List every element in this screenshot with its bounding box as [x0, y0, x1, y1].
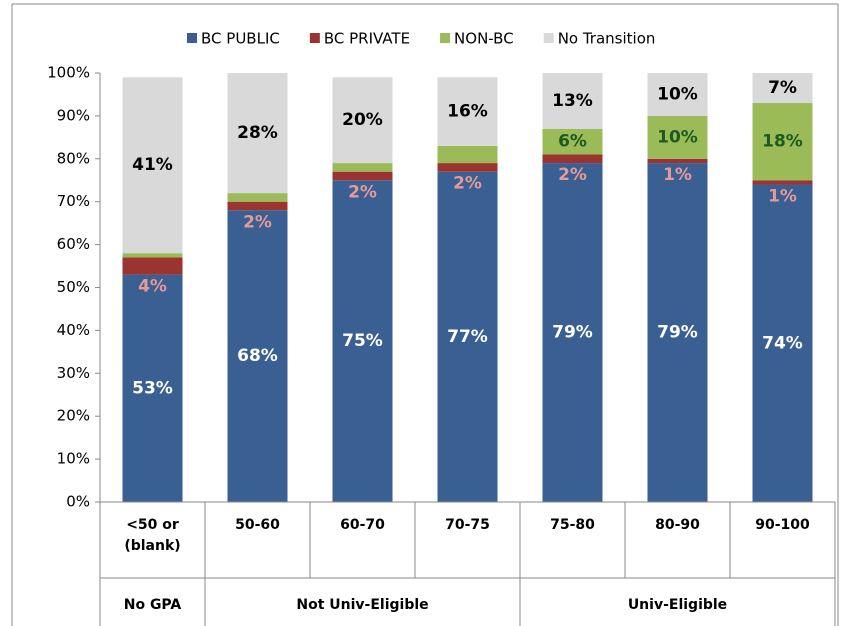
bar-segment: [122, 253, 183, 258]
value-label: 20%: [342, 110, 383, 130]
legend-swatch: [440, 33, 451, 43]
bar-segment: [227, 201, 288, 211]
bar-segment: [542, 73, 603, 129]
value-label: 4%: [138, 277, 167, 297]
bar-segment: [752, 180, 813, 185]
value-label: 28%: [237, 123, 278, 143]
chart-frame: [11, 3, 839, 626]
bar-segment: [227, 210, 288, 502]
value-label: 13%: [552, 91, 593, 111]
group-label: Not Univ-Eligible: [296, 597, 428, 613]
y-tick-label: 80%: [57, 149, 90, 167]
value-label: 2%: [453, 174, 482, 194]
y-tick-label: 70%: [57, 192, 90, 210]
bar-segment: [752, 73, 813, 104]
value-label: 6%: [558, 132, 587, 152]
bar-segment: [542, 154, 603, 164]
bar-segment: [542, 163, 603, 502]
legend-swatch: [543, 33, 554, 43]
y-tick-label: 90%: [57, 106, 90, 124]
bar-segment: [332, 180, 393, 502]
x-tick-label: 90-100: [755, 517, 810, 533]
value-label: 74%: [762, 333, 803, 353]
bar-segment: [437, 171, 498, 503]
value-label: 68%: [237, 346, 278, 366]
y-tick-label: 30%: [57, 364, 90, 382]
bar-segment: [437, 77, 498, 146]
value-label: 41%: [132, 155, 173, 175]
group-label: No GPA: [124, 597, 182, 613]
bar-segment: [332, 163, 393, 172]
value-label: 2%: [243, 212, 272, 232]
x-tick-label: 80-90: [655, 517, 700, 533]
bar-segment: [752, 184, 813, 503]
legend-label: NON-BC: [454, 30, 514, 48]
value-label: 10%: [657, 127, 698, 147]
bar-segment: [122, 274, 183, 502]
legend-label: BC PUBLIC: [201, 30, 280, 48]
bar-segment: [332, 77, 393, 164]
y-tick-label: 10%: [57, 450, 90, 468]
bar-segment: [332, 171, 393, 181]
legend-label: No Transition: [558, 30, 656, 48]
x-tick-label: 60-70: [340, 517, 385, 533]
x-tick-label: 50-60: [235, 517, 280, 533]
value-label: 77%: [447, 327, 488, 347]
bar-segment: [227, 73, 288, 194]
y-tick-label: 60%: [57, 235, 90, 253]
value-label: 79%: [552, 323, 593, 343]
value-label: 2%: [558, 165, 587, 185]
x-tick-label: 70-75: [445, 517, 490, 533]
y-tick-label: 20%: [57, 407, 90, 425]
bar-segment: [227, 193, 288, 202]
bar-segment: [542, 128, 603, 155]
bar-segment: [647, 115, 708, 159]
bar-segment: [122, 77, 183, 254]
bar-segment: [437, 145, 498, 164]
value-label: 10%: [657, 84, 698, 104]
bar-segment: [752, 103, 813, 181]
value-label: 1%: [663, 165, 692, 185]
value-label: 1%: [768, 187, 797, 207]
y-tick-label: 0%: [66, 493, 90, 511]
y-tick-label: 40%: [57, 321, 90, 339]
bar-segment: [647, 158, 708, 164]
value-label: 16%: [447, 102, 488, 122]
bar-segment: [122, 257, 183, 275]
bar-segment: [437, 163, 498, 172]
group-label: Univ-Eligible: [628, 597, 727, 613]
value-label: 2%: [348, 182, 377, 202]
value-label: 75%: [342, 331, 383, 351]
bar-segment: [647, 73, 708, 116]
legend-swatch: [309, 33, 320, 43]
x-tick-label: <50 or (blank): [124, 517, 180, 554]
value-label: 18%: [762, 132, 803, 152]
value-label: 79%: [657, 323, 698, 343]
value-label: 7%: [768, 78, 797, 98]
legend-swatch: [187, 33, 197, 43]
y-tick-label: 50%: [57, 278, 90, 296]
y-tick-label: 100%: [47, 64, 90, 82]
x-tick-label: 75-80: [550, 517, 595, 533]
value-label: 53%: [132, 378, 173, 398]
legend-label: BC PRIVATE: [324, 30, 410, 48]
bar-segment: [647, 163, 708, 502]
